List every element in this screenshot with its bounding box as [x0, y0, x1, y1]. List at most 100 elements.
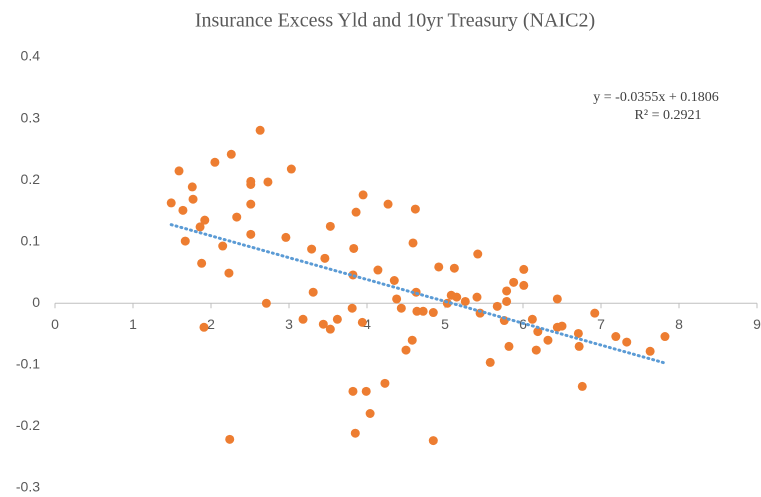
point — [392, 294, 402, 304]
point — [281, 232, 291, 242]
point — [286, 164, 296, 174]
point — [261, 298, 271, 308]
point — [574, 341, 584, 351]
point — [174, 166, 184, 176]
point — [361, 386, 371, 396]
point — [577, 381, 587, 391]
point — [255, 125, 265, 135]
point — [347, 303, 357, 313]
point — [428, 308, 438, 318]
point — [611, 332, 621, 342]
y-tick-label: 0.3 — [21, 109, 41, 125]
point — [401, 345, 411, 355]
point — [357, 317, 367, 327]
y-tick-label: 0.2 — [21, 171, 41, 187]
point — [504, 341, 514, 351]
point — [383, 199, 393, 209]
y-tick-label: -0.2 — [16, 417, 40, 433]
point — [389, 276, 399, 286]
x-tick-label: 7 — [597, 316, 605, 332]
x-tick-label: 2 — [207, 316, 215, 332]
y-tick-label: 0 — [32, 294, 40, 310]
point — [320, 253, 330, 263]
trend-equation: y = -0.0355x + 0.1806 — [593, 90, 718, 105]
point — [358, 190, 368, 200]
point — [412, 306, 422, 316]
chart-title: Insurance Excess Yld and 10yr Treasury (… — [195, 10, 595, 32]
point — [348, 386, 358, 396]
point — [349, 243, 359, 253]
point — [195, 222, 205, 232]
point — [246, 229, 256, 239]
x-tick-label: 3 — [285, 316, 293, 332]
point — [485, 357, 495, 367]
point — [590, 308, 600, 318]
x-tick-label: 0 — [51, 316, 59, 332]
point — [449, 263, 459, 273]
point — [373, 265, 383, 275]
point — [325, 324, 335, 334]
point — [557, 321, 567, 331]
point — [246, 179, 256, 189]
point — [452, 292, 462, 302]
point — [200, 215, 210, 225]
point — [308, 287, 318, 297]
point — [460, 296, 470, 306]
point — [224, 268, 234, 278]
point — [318, 319, 328, 329]
point — [573, 328, 583, 338]
point — [527, 314, 537, 324]
point — [351, 207, 361, 217]
x-tick-label: 1 — [129, 316, 137, 332]
point — [645, 346, 655, 356]
point — [225, 434, 235, 444]
point — [307, 244, 317, 254]
point — [533, 327, 543, 337]
y-tick-label: -0.1 — [16, 356, 40, 372]
trendline — [169, 223, 667, 365]
point — [660, 332, 670, 342]
point — [187, 182, 197, 192]
point — [472, 292, 482, 302]
point — [622, 337, 632, 347]
point — [502, 286, 512, 296]
y-tick-label: 0.4 — [21, 48, 41, 64]
point — [380, 378, 390, 388]
point — [197, 258, 207, 268]
point — [325, 221, 335, 231]
point — [473, 249, 483, 259]
point — [519, 280, 529, 290]
x-tick-label: 4 — [363, 316, 371, 332]
point — [166, 198, 176, 208]
point — [492, 301, 502, 311]
point — [350, 428, 360, 438]
point — [246, 199, 256, 209]
point — [180, 236, 190, 246]
point — [519, 264, 529, 274]
point — [263, 177, 273, 187]
point — [407, 335, 417, 345]
point — [475, 308, 485, 318]
point — [188, 194, 198, 204]
point — [428, 436, 438, 446]
point — [365, 408, 375, 418]
point — [509, 277, 519, 287]
point — [210, 157, 220, 167]
point — [226, 149, 236, 159]
point — [199, 322, 209, 332]
point — [232, 212, 242, 222]
trend-r2: R² = 0.2921 — [635, 108, 702, 123]
point — [543, 335, 553, 345]
point — [502, 296, 512, 306]
point — [298, 314, 308, 324]
x-tick-label: 8 — [675, 316, 683, 332]
y-tick-label: -0.3 — [16, 479, 40, 495]
point — [332, 314, 342, 324]
y-tick-label: 0.1 — [21, 232, 41, 248]
point — [531, 345, 541, 355]
point — [178, 205, 188, 215]
point — [552, 294, 562, 304]
point — [410, 204, 420, 214]
point — [434, 262, 444, 272]
